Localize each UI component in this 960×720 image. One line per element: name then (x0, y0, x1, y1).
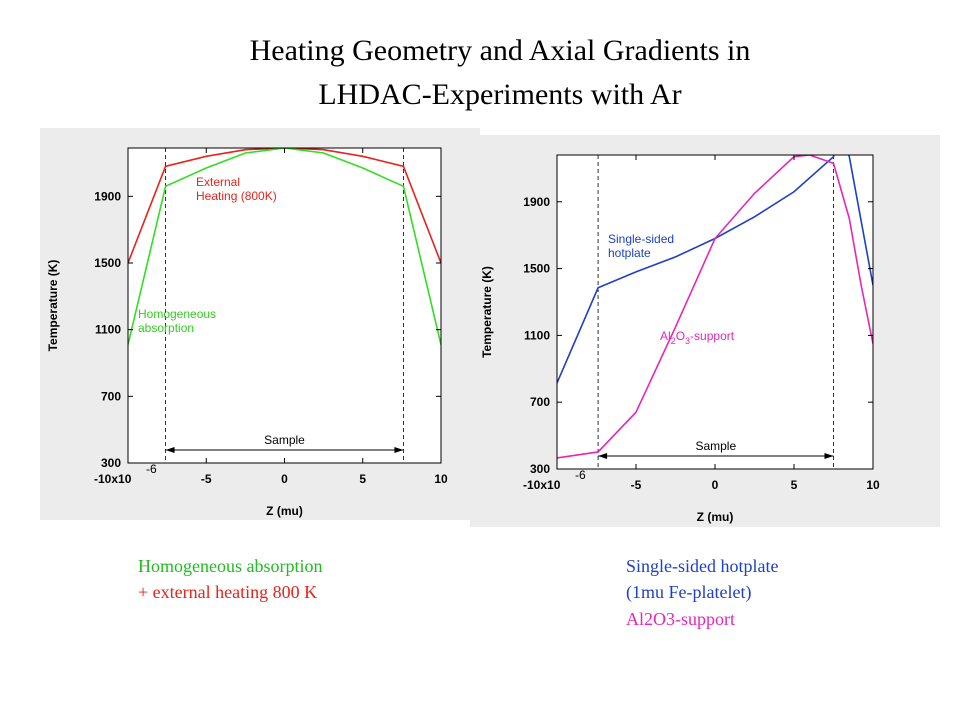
caption: Homogeneous absorption (138, 556, 322, 576)
annotation: hotplate (608, 246, 651, 260)
annotation-part: Homogeneous (138, 307, 216, 321)
annotation-part: O (676, 329, 685, 343)
sample-label: Sample (264, 433, 305, 447)
annotation: Homogeneous (138, 307, 216, 321)
annotation-part: External (196, 175, 240, 189)
y-tick-label: 1500 (523, 262, 550, 276)
x-tick-label: 10 (866, 478, 880, 492)
x-tick-label: 0 (712, 478, 719, 492)
caption: + external heating 800 K (138, 582, 317, 602)
annotation-part: Heating (800K) (196, 189, 277, 203)
y-tick-label: 300 (101, 456, 121, 470)
annotation: absorption (138, 321, 194, 335)
annotation-part: Single-sided (608, 232, 674, 246)
annotation: Heating (800K) (196, 189, 277, 203)
x-axis-label: Z (mu) (266, 504, 303, 518)
annotation-part: absorption (138, 321, 194, 335)
annotation-part: -support (690, 329, 735, 343)
caption: Al2O3-support (626, 609, 735, 629)
annotation: Al2O3-support (660, 329, 735, 346)
caption: (1mu Fe-platelet) (626, 582, 751, 603)
y-axis-label: Temperature (K) (46, 260, 60, 352)
plot-area (128, 148, 441, 463)
annotation: Single-sided (608, 232, 674, 246)
x-tick-label: 5 (791, 478, 798, 492)
series-line (557, 155, 873, 459)
annotation-part: 2 (671, 336, 676, 346)
annotation-part: 3 (685, 336, 690, 346)
x-tick-label: 5 (359, 472, 366, 486)
series-line (557, 155, 873, 384)
x-tick-label: -10x10 (523, 478, 561, 492)
x-axis-label: Z (mu) (697, 510, 734, 524)
x-tick-label: -10x10 (94, 472, 132, 486)
title: LHDAC-Experiments with Ar (318, 78, 681, 111)
sample-label: Sample (695, 439, 736, 453)
annotation-part: Al (660, 329, 671, 343)
x-tick-label: -5 (201, 472, 212, 486)
y-tick-label: 1100 (524, 328, 550, 342)
x-tick-label: 0 (281, 472, 288, 486)
annotation: External (196, 175, 240, 189)
annotation-part: hotplate (608, 246, 651, 260)
y-tick-label: 300 (530, 462, 550, 476)
series-line (128, 148, 441, 345)
y-tick-label: 1500 (94, 256, 121, 270)
y-tick-label: 1100 (95, 323, 121, 337)
y-tick-label: 1900 (94, 189, 121, 203)
plot-area (557, 155, 873, 469)
y-tick-label: 700 (530, 395, 550, 409)
title: Heating Geometry and Axial Gradients in (250, 34, 751, 67)
series-line (128, 148, 441, 264)
x-tick-label: 10 (434, 472, 448, 486)
x-tick-exponent: -6 (575, 468, 586, 482)
y-tick-label: 1900 (523, 195, 550, 209)
caption: Single-sided hotplate (626, 556, 778, 576)
y-axis-label: Temperature (K) (480, 266, 494, 358)
x-tick-exponent: -6 (146, 462, 157, 476)
y-tick-label: 700 (101, 389, 121, 403)
x-tick-label: -5 (631, 478, 642, 492)
